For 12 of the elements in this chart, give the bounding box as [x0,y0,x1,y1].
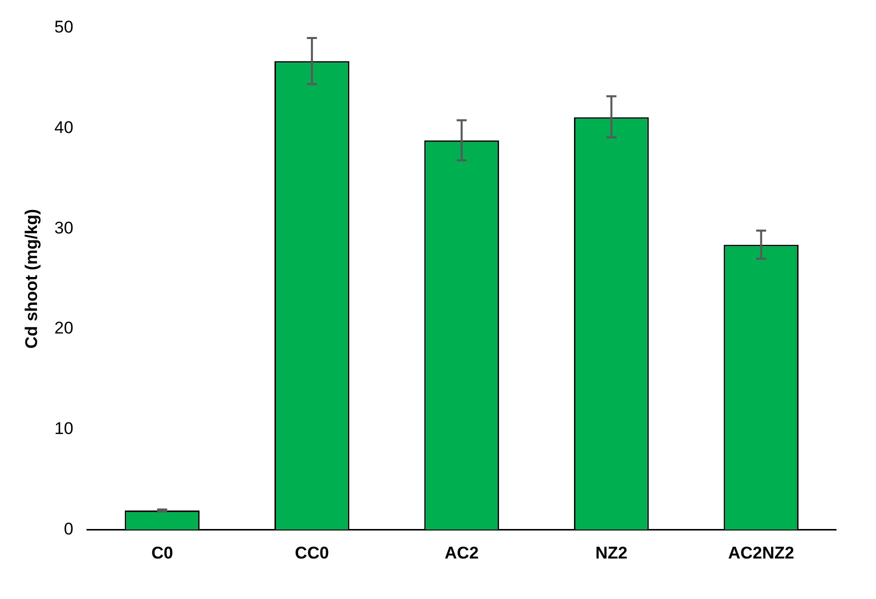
y-tick-label: 50 [54,18,74,37]
x-tick-label: AC2 [444,543,479,562]
y-tick-label: 40 [54,118,74,138]
y-axis-title: Cd shoot (mg/kg) [22,208,41,349]
y-tick-label: 30 [54,218,74,238]
x-tick-label: NZ2 [595,543,628,562]
y-tick-label: 20 [54,318,74,338]
x-tick-label: C0 [151,543,174,562]
y-tick-label: 0 [64,519,74,538]
y-tick-label: 10 [54,418,74,438]
x-tick-label: CC0 [294,543,329,562]
x-tick-label: AC2NZ2 [728,543,794,562]
